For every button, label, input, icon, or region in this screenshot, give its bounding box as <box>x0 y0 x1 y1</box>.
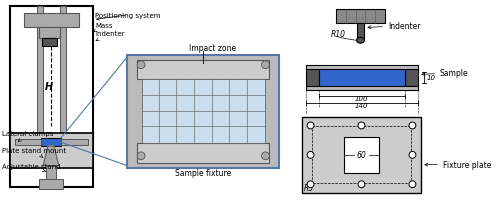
Circle shape <box>137 62 145 69</box>
Text: Adjustable stand: Adjustable stand <box>2 163 60 172</box>
Bar <box>302 117 422 193</box>
Bar <box>142 80 264 143</box>
Bar <box>10 134 93 168</box>
Circle shape <box>358 181 365 188</box>
Circle shape <box>262 152 270 160</box>
Text: Indenter: Indenter <box>368 22 420 31</box>
Polygon shape <box>43 146 59 166</box>
Text: Indenter: Indenter <box>95 31 124 41</box>
Bar <box>137 61 270 80</box>
Bar <box>24 14 80 27</box>
Text: Plate stand mount: Plate stand mount <box>2 147 66 158</box>
Text: Sample: Sample <box>422 69 469 78</box>
Bar <box>320 69 404 87</box>
Bar <box>306 65 418 72</box>
Bar <box>306 69 320 87</box>
Text: Mass: Mass <box>94 22 112 33</box>
Bar <box>60 140 88 145</box>
Bar <box>137 143 270 163</box>
Text: R10: R10 <box>331 30 346 39</box>
Bar <box>336 10 385 23</box>
Bar <box>41 139 60 146</box>
Bar <box>344 138 379 173</box>
Circle shape <box>409 122 416 129</box>
Circle shape <box>262 62 270 69</box>
Circle shape <box>358 122 365 129</box>
Circle shape <box>137 152 145 160</box>
Text: Fixture plate: Fixture plate <box>425 160 491 169</box>
Ellipse shape <box>356 38 364 44</box>
Bar <box>306 84 418 91</box>
Circle shape <box>307 152 314 159</box>
Text: Sample fixture: Sample fixture <box>174 169 231 178</box>
Bar <box>10 7 93 187</box>
Bar <box>14 140 41 145</box>
Text: Impact zone: Impact zone <box>189 44 236 53</box>
Bar <box>60 7 66 143</box>
Bar <box>39 27 60 39</box>
Text: Positioning system: Positioning system <box>95 13 160 21</box>
Text: H: H <box>45 82 53 92</box>
Bar <box>356 23 364 41</box>
Bar <box>46 166 56 183</box>
Bar <box>404 69 418 87</box>
Text: Lateral clamps: Lateral clamps <box>2 131 54 142</box>
Bar <box>37 7 43 143</box>
Circle shape <box>409 152 416 159</box>
Text: 60: 60 <box>356 151 366 160</box>
Bar <box>128 56 279 168</box>
Text: 140: 140 <box>354 102 368 108</box>
Circle shape <box>409 181 416 188</box>
Circle shape <box>307 181 314 188</box>
Circle shape <box>307 122 314 129</box>
Text: 10: 10 <box>427 75 436 81</box>
Text: R5: R5 <box>304 183 314 192</box>
Bar <box>39 179 62 189</box>
Bar <box>42 39 57 47</box>
Text: 100: 100 <box>354 96 368 102</box>
